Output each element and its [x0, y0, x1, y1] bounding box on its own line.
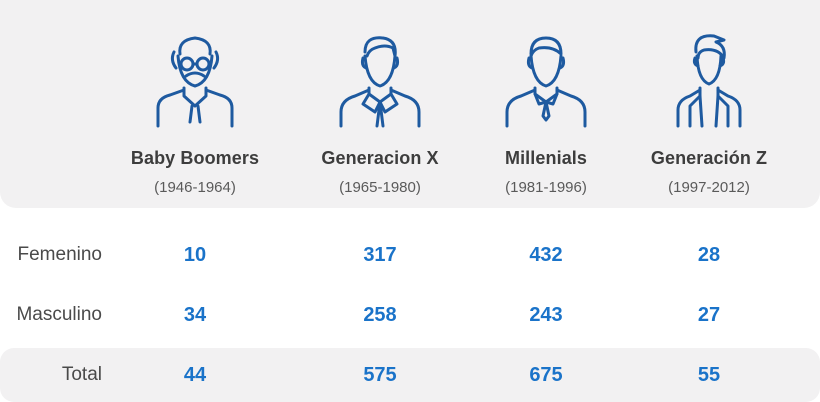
table-cell: 675 [529, 364, 563, 386]
generation-name: Baby Boomers [130, 148, 260, 168]
generation-years: (1981-1996) [505, 179, 587, 196]
man-suit-tie-icon [339, 36, 421, 128]
table-cell: 575 [363, 364, 397, 386]
table-cell: 55 [697, 364, 721, 386]
generation-years: (1965-1980) [339, 179, 421, 196]
generation-column-generacion-x: Generacion X (1965-1980) [290, 0, 470, 196]
generation-years: (1997-2012) [668, 179, 750, 196]
man-collar-icon [505, 36, 587, 128]
generation-column-generacion-z: Generación Z (1997-2012) [619, 0, 799, 196]
row-label-masculino: Masculino [16, 304, 102, 325]
total-row-band [0, 348, 820, 402]
table-cell: 44 [183, 364, 207, 386]
table-cell: 27 [697, 304, 721, 326]
generation-name: Generacion X [321, 148, 439, 168]
generations-header-panel [0, 0, 820, 208]
generation-name: Generación Z [650, 148, 768, 168]
table-cell: 10 [183, 244, 207, 266]
table-cell: 28 [697, 244, 721, 266]
young-man-jacket-icon [676, 34, 742, 128]
generation-years: (1946-1964) [154, 179, 236, 196]
table-cell: 34 [183, 304, 207, 326]
generation-column-baby-boomers: Baby Boomers (1946-1964) [105, 0, 285, 196]
generation-column-millenials: Millenials (1981-1996) [456, 0, 636, 196]
table-cell: 317 [363, 244, 397, 266]
table-cell: 258 [363, 304, 397, 326]
row-label-femenino: Femenino [17, 244, 103, 265]
elderly-man-icon [156, 36, 234, 128]
table-cell: 432 [529, 244, 563, 266]
table-cell: 243 [529, 304, 563, 326]
row-label-total: Total [61, 364, 102, 385]
generation-name: Millenials [504, 148, 588, 168]
